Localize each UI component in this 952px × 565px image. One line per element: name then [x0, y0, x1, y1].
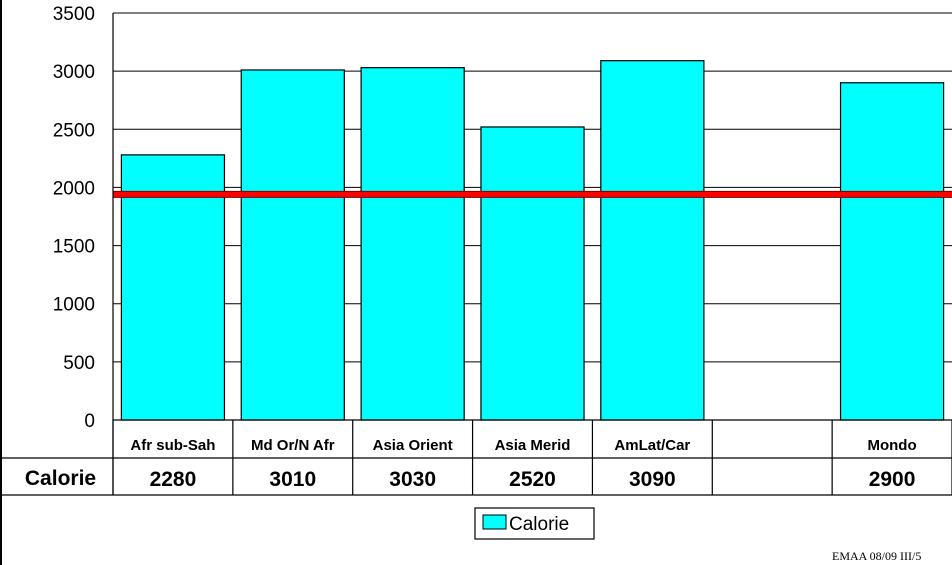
legend-label: Calorie	[509, 514, 569, 535]
data-table: Calorie Afr sub-Sah 2280 Md Or/N Afr 3010 Asi…	[0, 419, 952, 496]
category-label: Md Or/N Afr	[251, 437, 335, 454]
y-axis: 0 500 1000 1500 2000 2500 3000 3500	[53, 4, 95, 432]
y-tick-label: 1500	[53, 237, 95, 258]
bar-Md Or/N Afr	[240, 69, 345, 421]
table-value-cell: 3030	[389, 468, 436, 491]
bar-Afr sub-Sah	[120, 154, 226, 421]
legend-swatch	[482, 514, 507, 530]
y-tick-label: 1000	[53, 295, 95, 316]
bar-Asia Merid	[480, 126, 585, 421]
table-value-cell: 2280	[150, 468, 197, 491]
table-row-header: Calorie	[25, 467, 96, 490]
plot-frame	[0, 0, 114, 565]
table-value-cell: 2900	[869, 468, 916, 491]
y-tick-label: 3000	[53, 62, 95, 83]
y-tick-label: 2000	[53, 178, 95, 199]
y-tick-label: 500	[63, 353, 95, 374]
category-label: AmLat/Car	[614, 437, 690, 454]
category-label: Asia Orient	[373, 437, 453, 454]
bar-series-calorie	[120, 60, 945, 421]
category-label: Afr sub-Sah	[130, 437, 215, 454]
table-value-cell: 2520	[509, 468, 556, 491]
bar-AmLat/Car	[600, 60, 705, 421]
table-value-cell: 3010	[269, 468, 316, 491]
y-tick-label: 2500	[53, 120, 95, 141]
category-label: Asia Merid	[495, 437, 571, 454]
footer-text: EMAA 08/09 III/5	[832, 549, 921, 563]
y-tick-label: 3500	[53, 4, 95, 25]
bar-Asia Orient	[360, 67, 465, 421]
legend: Calorie	[474, 507, 595, 540]
table-value-cell: 3090	[629, 468, 676, 491]
category-label: Mondo	[867, 437, 916, 454]
bar-Mondo	[839, 82, 945, 421]
y-tick-label: 0	[84, 411, 95, 432]
